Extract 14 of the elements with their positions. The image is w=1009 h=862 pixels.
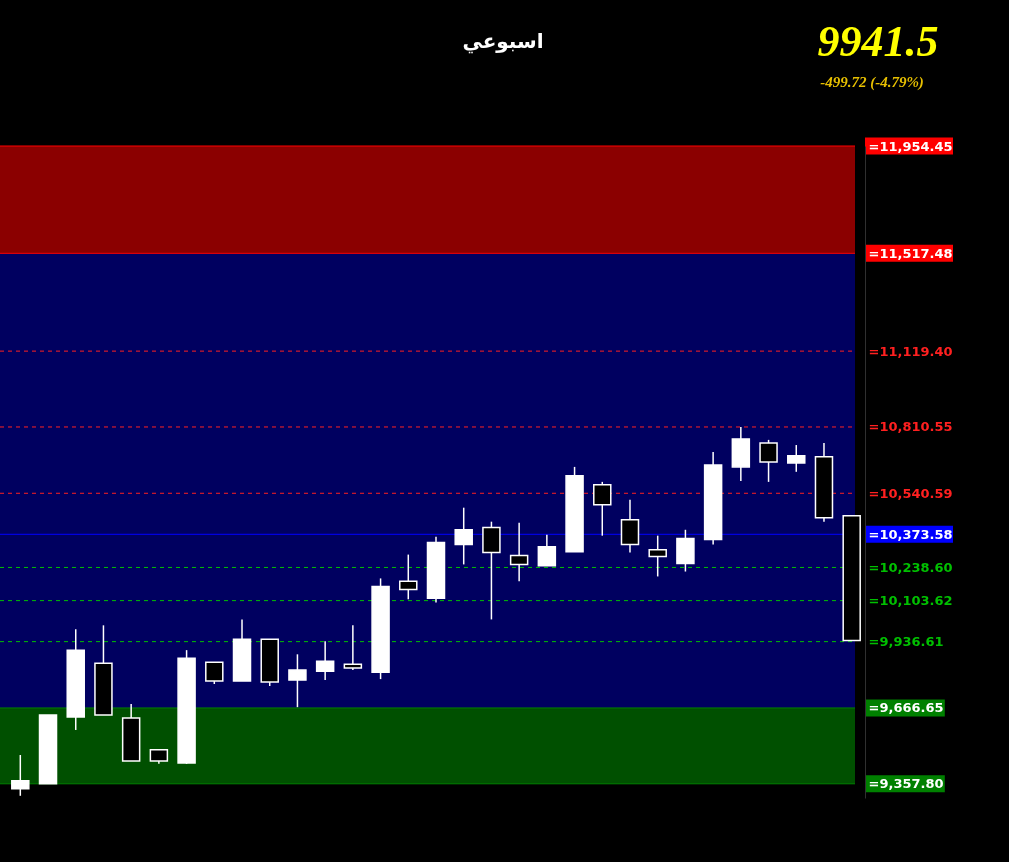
y-tick-label: =11,119.40 [868, 343, 953, 359]
y-tick-label: =10,810.55 [868, 419, 953, 435]
y-tick-label: =11,517.48 [868, 245, 953, 261]
text: 9941.5 [817, 17, 939, 66]
y-tick-label: =9,357.80 [868, 776, 944, 792]
y-tick-label: =10,373.58 [868, 526, 953, 542]
y-tick-label: =10,540.59 [868, 485, 953, 501]
chart-title: اسبوعي [462, 29, 544, 54]
text: -499.72 (-4.79%) [820, 74, 924, 91]
y-tick-label: =9,936.61 [868, 634, 944, 650]
y-tick-label: =10,238.60 [868, 559, 953, 575]
y-tick-label: =10,103.62 [868, 593, 953, 609]
y-tick-label: =9,666.65 [868, 700, 944, 716]
y-tick-label: =11,954.45 [868, 138, 953, 154]
